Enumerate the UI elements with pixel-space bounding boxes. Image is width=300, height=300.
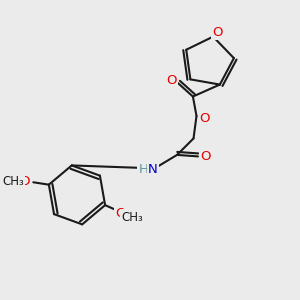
Text: H: H <box>138 164 148 176</box>
Text: O: O <box>116 207 126 220</box>
Text: O: O <box>200 112 210 125</box>
Text: O: O <box>200 150 211 163</box>
Text: O: O <box>166 74 177 87</box>
Text: O: O <box>19 175 29 188</box>
Text: CH₃: CH₃ <box>121 211 143 224</box>
Text: O: O <box>212 26 223 39</box>
Text: N: N <box>148 164 158 176</box>
Text: CH₃: CH₃ <box>2 175 24 188</box>
